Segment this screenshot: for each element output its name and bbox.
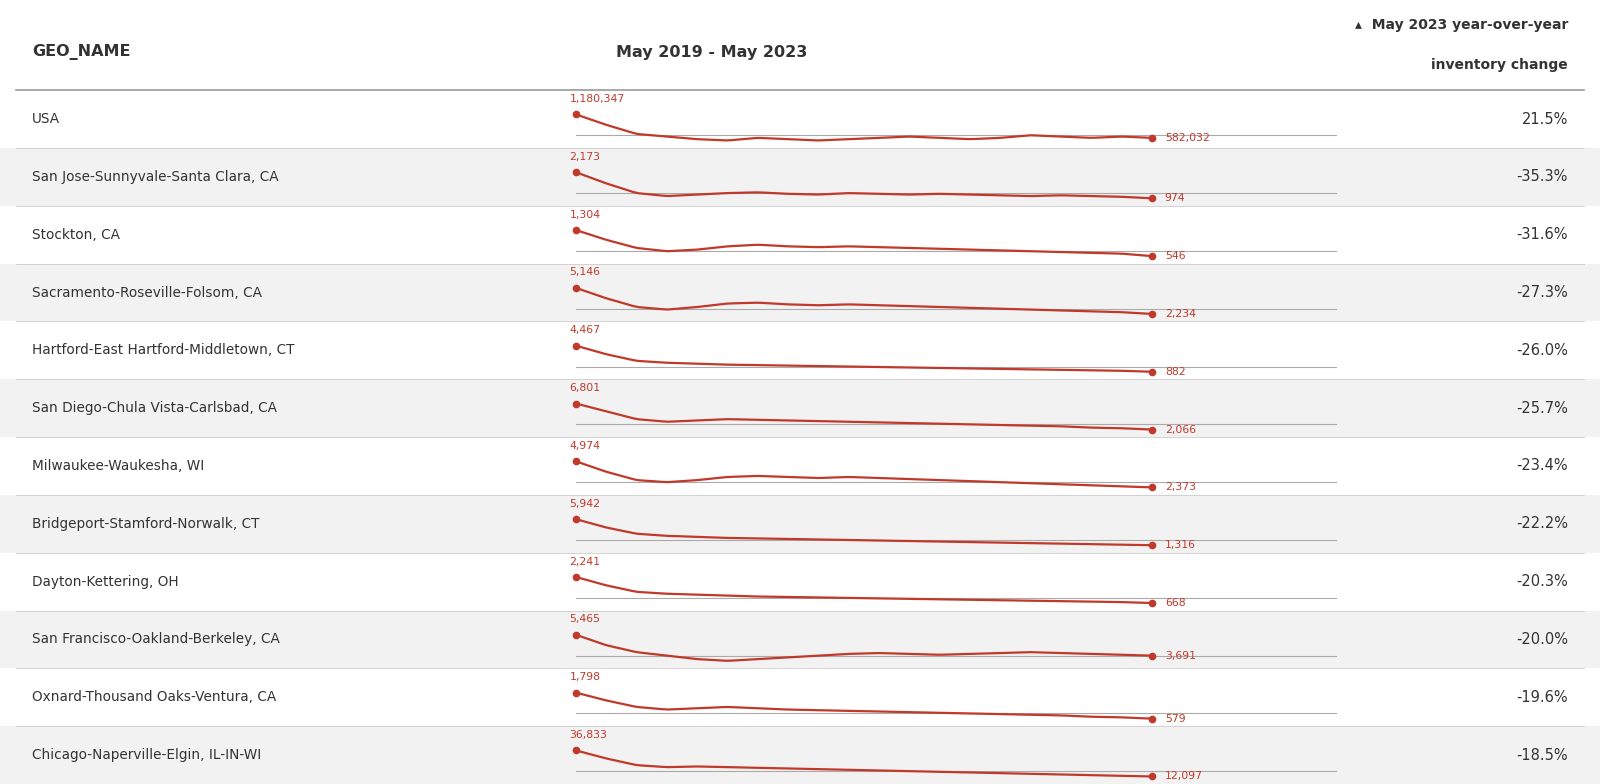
Text: 4,467: 4,467 [570, 325, 600, 336]
Text: 2,173: 2,173 [570, 152, 600, 162]
Text: -31.6%: -31.6% [1517, 227, 1568, 242]
Text: Sacramento-Roseville-Folsom, CA: Sacramento-Roseville-Folsom, CA [32, 285, 262, 299]
Text: 12,097: 12,097 [1165, 771, 1203, 782]
Text: May 2019 - May 2023: May 2019 - May 2023 [616, 45, 808, 60]
Text: GEO_NAME: GEO_NAME [32, 44, 131, 60]
Text: 2,373: 2,373 [1165, 482, 1195, 492]
Text: Stockton, CA: Stockton, CA [32, 227, 120, 241]
FancyBboxPatch shape [0, 437, 1600, 495]
Text: Bridgeport-Stamford-Norwalk, CT: Bridgeport-Stamford-Norwalk, CT [32, 517, 259, 531]
Text: 1,180,347: 1,180,347 [570, 94, 626, 104]
Text: 2,066: 2,066 [1165, 425, 1195, 434]
FancyBboxPatch shape [0, 90, 1600, 148]
FancyBboxPatch shape [0, 726, 1600, 784]
FancyBboxPatch shape [0, 611, 1600, 668]
FancyBboxPatch shape [0, 321, 1600, 379]
FancyBboxPatch shape [0, 668, 1600, 726]
Text: Hartford-East Hartford-Middletown, CT: Hartford-East Hartford-Middletown, CT [32, 343, 294, 358]
Text: 882: 882 [1165, 367, 1186, 377]
Text: 2,241: 2,241 [570, 557, 600, 567]
Text: 36,833: 36,833 [570, 730, 608, 740]
Text: 1,304: 1,304 [570, 209, 600, 220]
Text: Milwaukee-Waukesha, WI: Milwaukee-Waukesha, WI [32, 459, 205, 473]
Text: Dayton-Kettering, OH: Dayton-Kettering, OH [32, 575, 179, 589]
FancyBboxPatch shape [0, 205, 1600, 263]
Text: 4,974: 4,974 [570, 441, 600, 451]
Text: 5,146: 5,146 [570, 267, 600, 278]
FancyBboxPatch shape [0, 263, 1600, 321]
Text: -26.0%: -26.0% [1517, 343, 1568, 358]
FancyBboxPatch shape [0, 379, 1600, 437]
Text: 2,234: 2,234 [1165, 309, 1195, 319]
Text: 3,691: 3,691 [1165, 651, 1195, 661]
Text: San Jose-Sunnyvale-Santa Clara, CA: San Jose-Sunnyvale-Santa Clara, CA [32, 170, 278, 184]
Text: 5,465: 5,465 [570, 615, 600, 624]
Text: Oxnard-Thousand Oaks-Ventura, CA: Oxnard-Thousand Oaks-Ventura, CA [32, 690, 277, 704]
Text: 6,801: 6,801 [570, 383, 600, 393]
FancyBboxPatch shape [0, 148, 1600, 205]
Text: 579: 579 [1165, 713, 1186, 724]
Text: -18.5%: -18.5% [1517, 748, 1568, 763]
Text: -20.3%: -20.3% [1517, 574, 1568, 589]
Text: -20.0%: -20.0% [1517, 632, 1568, 647]
Text: Chicago-Naperville-Elgin, IL-IN-WI: Chicago-Naperville-Elgin, IL-IN-WI [32, 748, 261, 762]
Text: -22.2%: -22.2% [1517, 517, 1568, 532]
Text: ▴  May 2023 year-over-year: ▴ May 2023 year-over-year [1355, 18, 1568, 32]
Text: 974: 974 [1165, 194, 1186, 203]
Text: -19.6%: -19.6% [1517, 690, 1568, 705]
Text: San Diego-Chula Vista-Carlsbad, CA: San Diego-Chula Vista-Carlsbad, CA [32, 401, 277, 416]
Text: -27.3%: -27.3% [1517, 285, 1568, 300]
Text: 5,942: 5,942 [570, 499, 600, 509]
Text: San Francisco-Oakland-Berkeley, CA: San Francisco-Oakland-Berkeley, CA [32, 633, 280, 647]
Text: 668: 668 [1165, 598, 1186, 608]
Text: -25.7%: -25.7% [1517, 401, 1568, 416]
Text: 582,032: 582,032 [1165, 132, 1210, 143]
FancyBboxPatch shape [0, 553, 1600, 611]
Text: 21.5%: 21.5% [1522, 111, 1568, 126]
FancyBboxPatch shape [0, 495, 1600, 553]
Text: 546: 546 [1165, 251, 1186, 261]
Text: 1,316: 1,316 [1165, 540, 1195, 550]
Text: -35.3%: -35.3% [1517, 169, 1568, 184]
Text: USA: USA [32, 112, 61, 126]
Text: 1,798: 1,798 [570, 672, 600, 682]
Text: inventory change: inventory change [1432, 58, 1568, 72]
Text: -23.4%: -23.4% [1517, 459, 1568, 474]
